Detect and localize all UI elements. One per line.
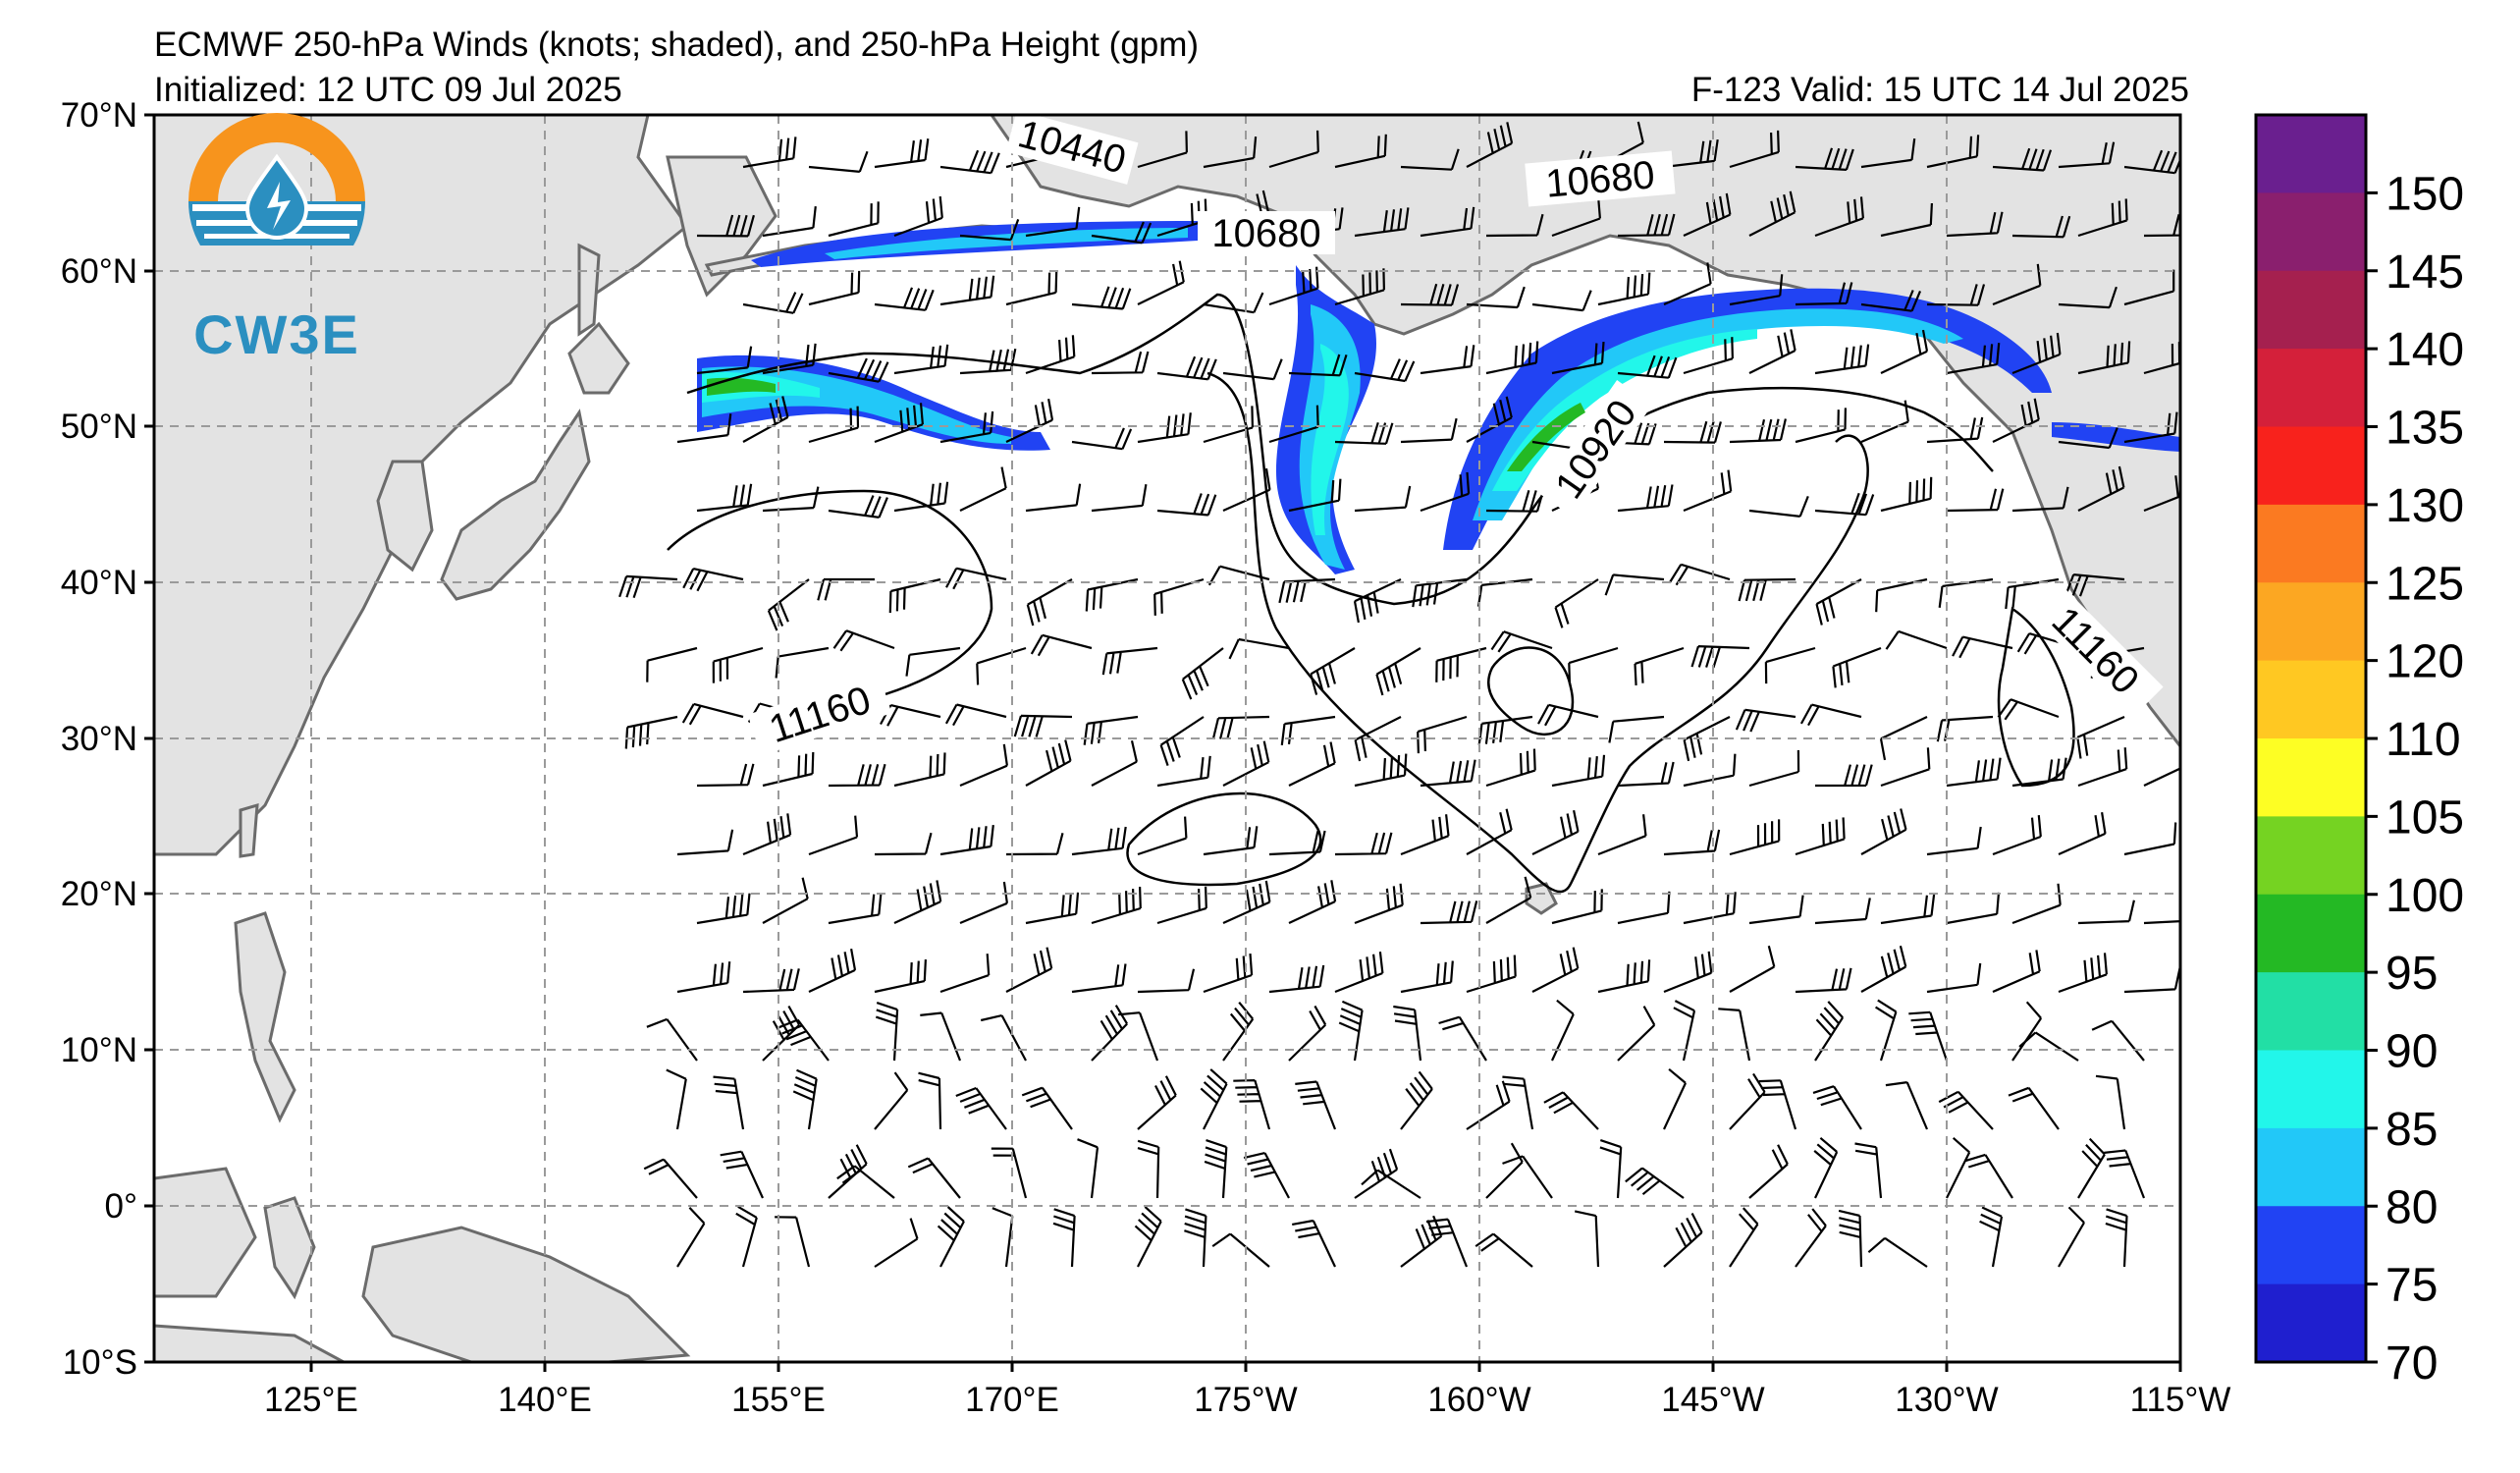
lat-label: 70°N (61, 96, 137, 135)
colorbar-segment (2256, 349, 2366, 427)
lat-labels: 70°N 60°N 50°N 40°N 30°N 20°N 10°N 0° 10… (61, 96, 137, 1382)
lat-label: 40°N (61, 564, 137, 602)
lon-labels: 125°E 140°E 155°E 170°E 175°W 160°W 145°… (264, 1381, 2230, 1419)
colorbar-label: 145 (2386, 246, 2464, 299)
colorbar-label: 75 (2386, 1260, 2438, 1312)
colorbar-segment (2256, 427, 2366, 506)
colorbar-segment (2256, 972, 2366, 1051)
colorbar-segment (2256, 1284, 2366, 1363)
lon-label: 140°E (498, 1381, 592, 1419)
colorbar-label: 105 (2386, 791, 2464, 844)
colorbar-label: 90 (2386, 1026, 2438, 1078)
colorbar-segment (2256, 115, 2366, 193)
lon-label: 130°W (1895, 1381, 1998, 1419)
lat-label: 50°N (61, 408, 137, 446)
colorbar-segment (2256, 738, 2366, 817)
colorbar: 150 145 140 135 130 125 120 110 105 100 95 90 85 80 75… (2256, 115, 2464, 1390)
lon-label: 175°W (1194, 1381, 1297, 1419)
lon-label: 155°E (731, 1381, 826, 1419)
colorbar-segment (2256, 582, 2366, 661)
colorbar-label: 95 (2386, 948, 2438, 1000)
lat-label: 60°N (61, 252, 137, 291)
colorbar-segment (2256, 1051, 2366, 1129)
colorbar-segment (2256, 192, 2366, 271)
colorbar-label: 120 (2386, 636, 2464, 688)
colorbar-label: 135 (2386, 403, 2464, 455)
colorbar-label: 130 (2386, 480, 2464, 532)
colorbar-label: 140 (2386, 324, 2464, 376)
colorbar-label: 70 (2386, 1337, 2438, 1390)
lon-label: 145°W (1661, 1381, 1764, 1419)
lat-label: 10°S (63, 1343, 137, 1382)
lat-label: 10°N (61, 1031, 137, 1069)
colorbar-segment (2256, 271, 2366, 350)
lon-label: 160°W (1427, 1381, 1530, 1419)
colorbar-segment (2256, 505, 2366, 583)
colorbar-segment (2256, 816, 2366, 895)
lat-label: 30°N (61, 720, 137, 758)
lon-label: 115°W (2130, 1381, 2231, 1419)
colorbar-label: 80 (2386, 1181, 2438, 1233)
colorbar-label: 110 (2386, 714, 2461, 766)
colorbar-label: 125 (2386, 558, 2464, 610)
lat-label: 20°N (61, 875, 137, 913)
contour-label-10680-a: 10680 (1211, 212, 1320, 255)
colorbar-label: 100 (2386, 870, 2464, 922)
logo-text: CW3E (193, 303, 360, 365)
lon-label: 125°E (264, 1381, 358, 1419)
lon-label: 170°E (965, 1381, 1059, 1419)
colorbar-segment (2256, 1206, 2366, 1284)
lat-label: 0° (105, 1187, 137, 1226)
colorbar-label: 85 (2386, 1104, 2438, 1156)
colorbar-label: 150 (2386, 168, 2464, 220)
colorbar-segment (2256, 661, 2366, 739)
colorbar-segment (2256, 895, 2366, 973)
colorbar-segment (2256, 1128, 2366, 1207)
